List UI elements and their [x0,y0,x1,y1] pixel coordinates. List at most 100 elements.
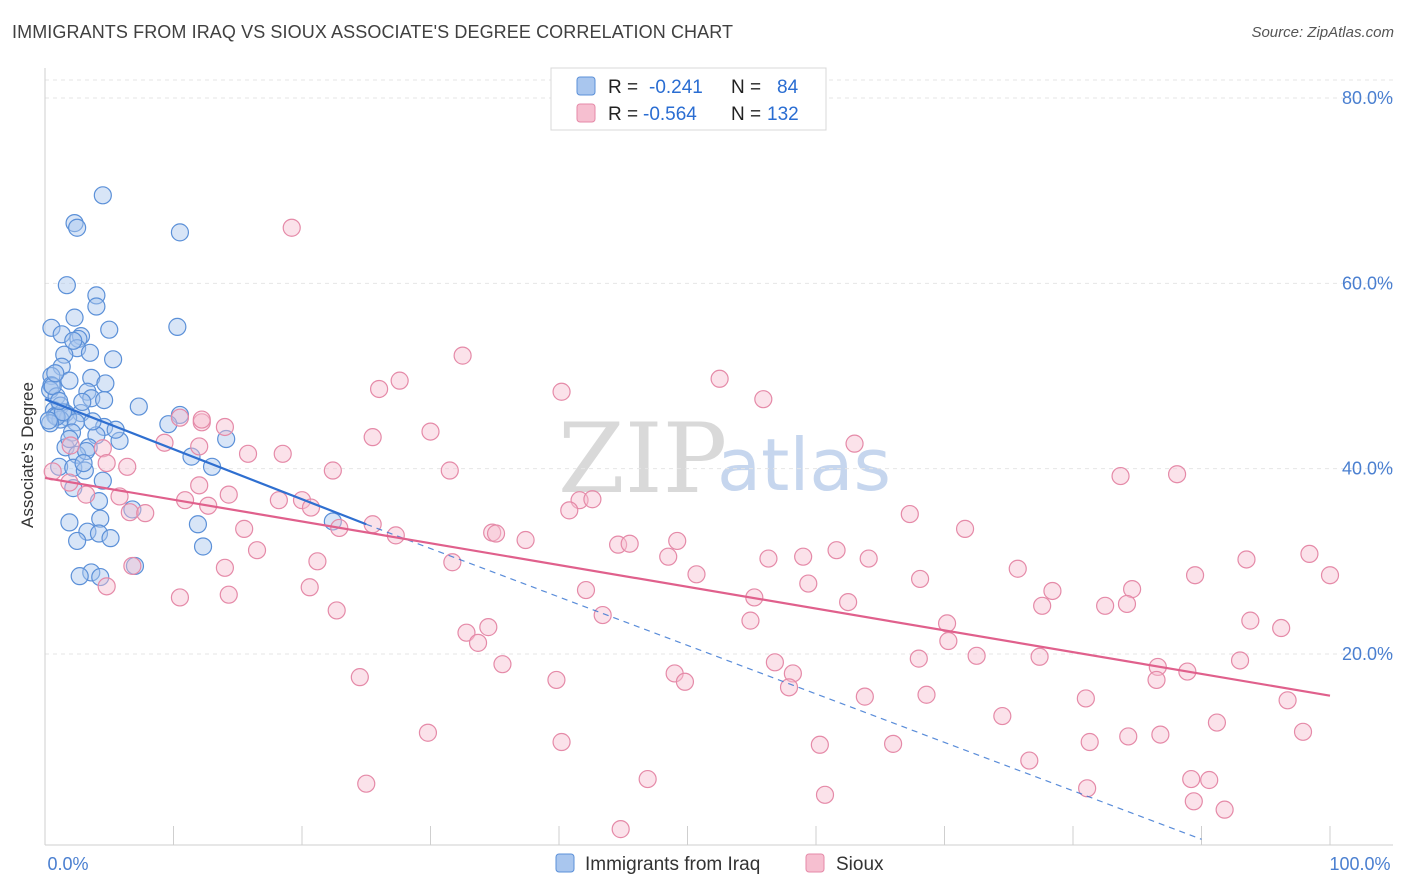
sioux-point [638,769,657,789]
y-tick-label: 80.0% [1342,88,1393,108]
sioux-point [620,534,639,553]
sioux-point [799,574,818,593]
sioux-point [350,668,369,687]
sioux-point [859,549,878,568]
trend-line-sioux [44,476,1331,697]
iraq-point [91,567,110,587]
sioux-point [1119,727,1138,746]
sioux-point [1215,800,1234,819]
sioux-point [815,785,835,804]
sioux-point [93,439,112,458]
sioux-point [486,524,506,543]
sioux-point [273,444,292,463]
sioux-point [300,578,319,597]
y-tick-label: 40.0% [1342,459,1393,479]
sioux-point [190,437,209,456]
sioux-point [215,417,234,437]
sioux-point [516,530,535,550]
sioux-point [668,531,687,551]
bottom-legend-label-sioux: Sioux [836,854,884,875]
sioux-point [827,541,846,560]
legend-swatch-sioux [576,103,596,123]
trend-lines [44,398,1331,840]
sioux-point [794,547,813,566]
sioux-point [282,218,301,237]
sioux-point [1320,566,1340,585]
sioux-point [779,678,799,697]
sioux-point [1111,466,1130,486]
x-tick-label-min: 0.0% [47,854,88,874]
sioux-point [560,501,579,520]
sioux-point [118,457,137,476]
legend-r-value-sioux: -0.564 [643,104,697,125]
sioux-point [1300,544,1319,564]
sioux-point [552,382,571,401]
sioux-point [611,820,630,839]
sioux-point [468,633,488,652]
sioux-point [741,611,760,630]
sioux-point [967,646,986,665]
iraq-point [93,186,112,205]
legend-r-label-iraq: R = [608,77,638,98]
iraq-point [57,276,76,295]
axes [44,68,1393,846]
iraq-point [68,218,87,237]
legend-n-label-iraq: N = [731,77,761,98]
iraq-point [104,350,123,369]
sioux-point [955,519,975,538]
iraq-point [110,431,129,450]
sioux-point [390,371,409,390]
sioux-point [1293,722,1313,741]
sioux-point [418,723,438,742]
sioux-point [1076,689,1095,708]
iraq-point [60,513,79,532]
watermark-atlas: atlas [717,423,891,507]
sioux-point [839,592,858,612]
sioux-point [1043,581,1062,601]
sioux-point [370,379,389,399]
iraq-point [75,461,94,480]
chart-title: IMMIGRANTS FROM IRAQ VS SIOUX ASSOCIATE'… [12,22,734,42]
iraq-point [52,357,71,376]
sioux-point [1030,647,1049,666]
sioux-point [659,547,678,566]
iraq-point [188,515,208,534]
sioux-point [357,774,376,793]
iraq-point [74,454,93,473]
sioux-point [845,434,864,453]
sioux-point [1078,779,1097,798]
iraq-point [64,458,83,477]
y-tick-label: 60.0% [1342,273,1393,293]
iraq-point [193,537,213,556]
sioux-point [97,454,116,473]
iraq-point [80,343,100,362]
trend-line-iraq-extension [366,523,1202,840]
x-tick-label-max: 100.0% [1329,854,1390,874]
bottom-legend-swatch-sioux [805,853,825,873]
sioux-point [123,556,142,576]
iraq-point [78,522,97,541]
sioux-point [1182,769,1201,789]
iraq-point [87,297,106,316]
sioux-point [1241,611,1260,630]
legend-n-value-sioux: 132 [767,104,799,125]
sioux-point [192,410,211,429]
sioux-point [1080,732,1099,752]
sioux-point [1185,566,1205,585]
sioux-point [1278,691,1297,710]
legend-r-label-sioux: R = [608,104,638,125]
sioux-point [576,580,596,600]
legend-swatch-iraq [576,76,596,96]
sioux-point [190,476,209,495]
sioux-point [687,565,706,584]
sioux-point [917,685,936,704]
iraq-point [42,318,61,337]
sioux-point [1230,651,1250,670]
sioux-point [710,369,729,388]
sioux-point [583,490,602,509]
iraq-point [95,390,114,410]
iraq-point [96,374,115,393]
iraq-point [73,392,92,412]
legend-r-value-iraq: -0.241 [649,77,703,98]
sioux-point [77,485,96,504]
